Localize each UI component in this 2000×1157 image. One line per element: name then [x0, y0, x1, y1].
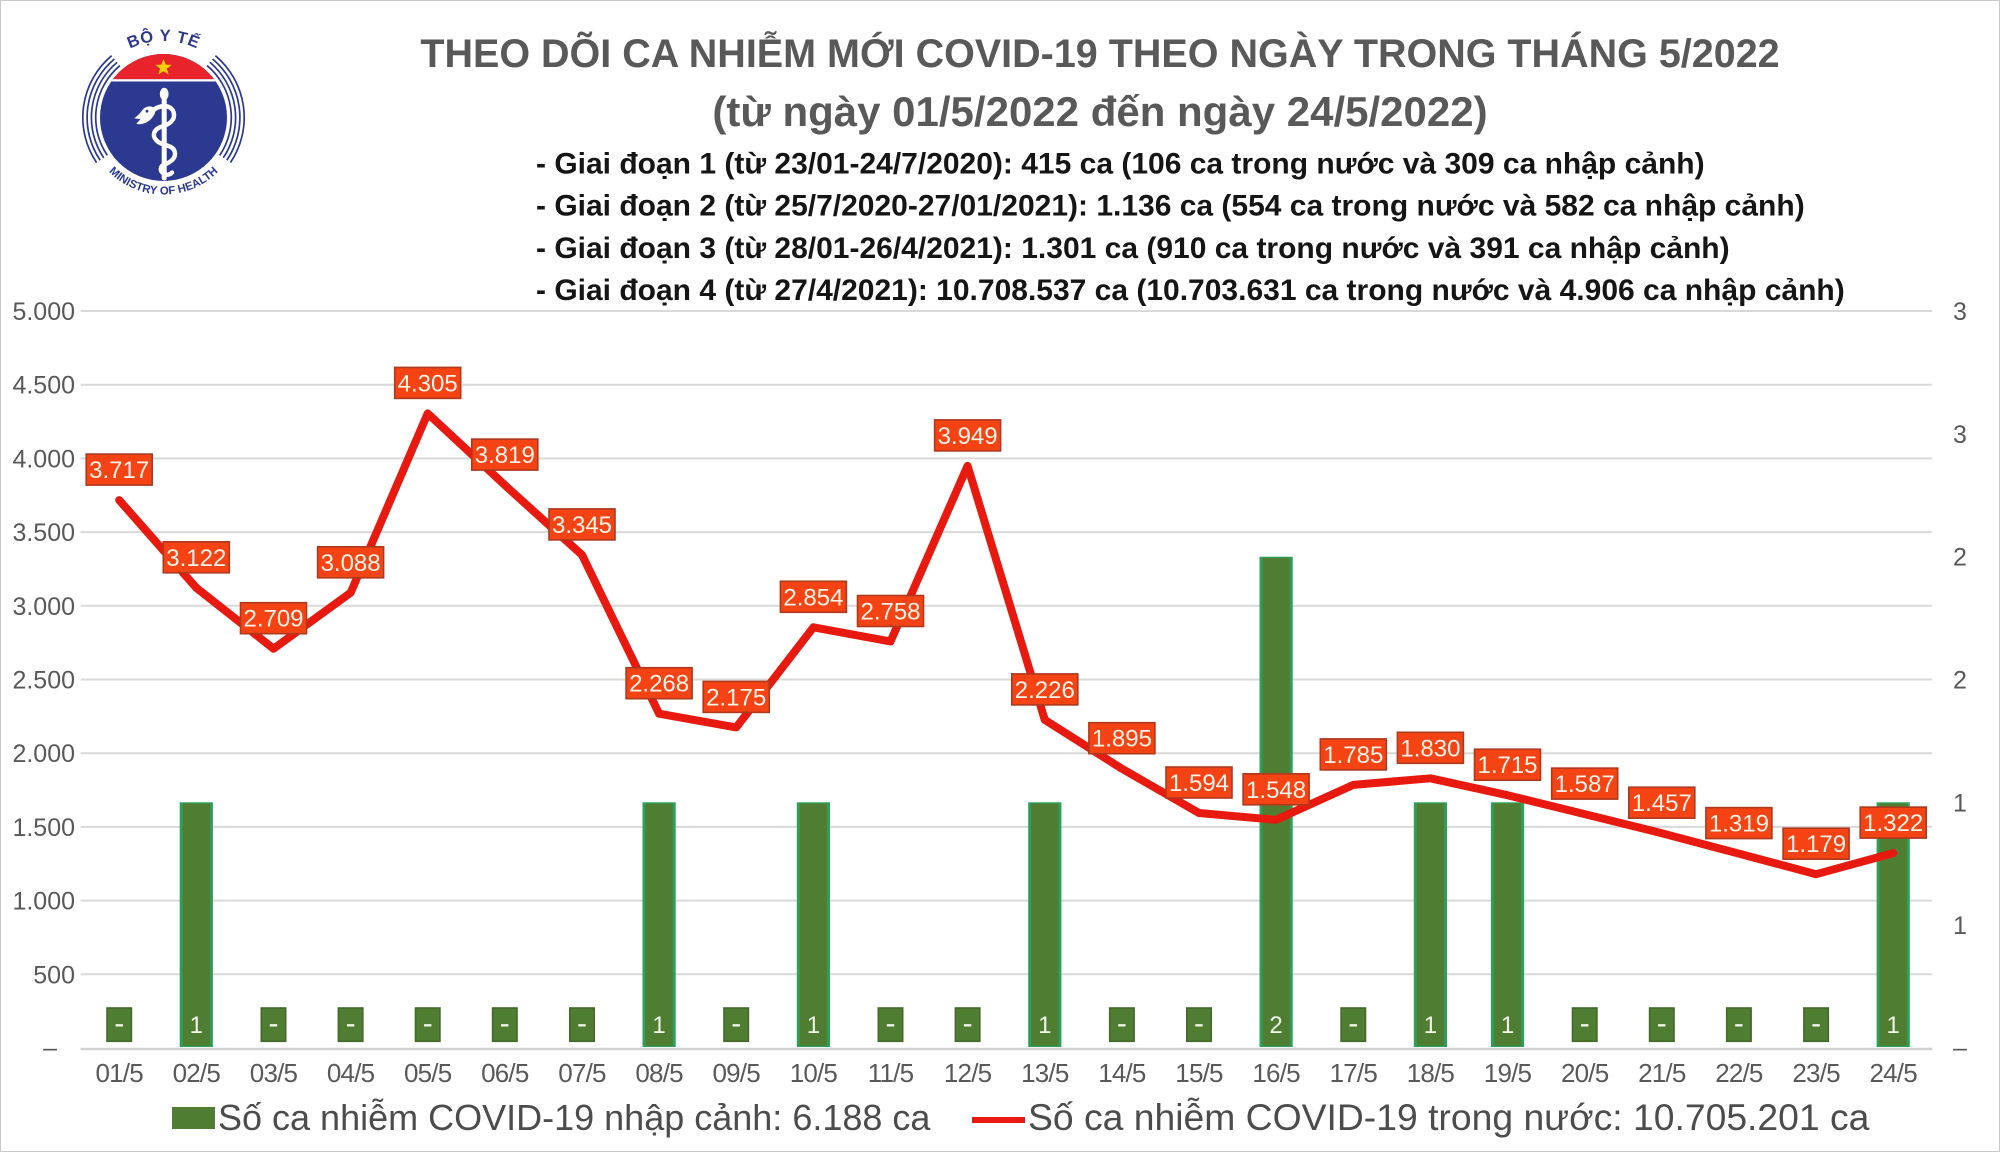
svg-text:-: -: [1811, 1007, 1821, 1040]
svg-text:2.500: 2.500: [12, 667, 75, 695]
svg-text:-: -: [500, 1007, 510, 1040]
svg-text:1.500: 1.500: [12, 814, 75, 842]
svg-text:-: -: [886, 1007, 896, 1040]
svg-text:–: –: [1953, 1034, 1967, 1062]
svg-text:3.500: 3.500: [12, 519, 75, 547]
svg-text:3.088: 3.088: [321, 550, 381, 577]
svg-text:22/5: 22/5: [1715, 1058, 1763, 1088]
svg-text:1.319: 1.319: [1709, 811, 1769, 838]
svg-text:3.717: 3.717: [89, 457, 149, 484]
svg-text:06/5: 06/5: [481, 1058, 529, 1088]
svg-text:1: 1: [1424, 1012, 1437, 1039]
svg-text:- Giai đoạn 1 (từ 23/01-24/7/2: - Giai đoạn 1 (từ 23/01-24/7/2020): 415 …: [536, 147, 1705, 180]
svg-text:1: 1: [807, 1012, 820, 1039]
svg-text:- Giai đoạn 4 (từ 27/4/2021):: - Giai đoạn 4 (từ 27/4/2021): 10.708.537…: [536, 274, 1845, 307]
svg-text:500: 500: [33, 961, 75, 989]
svg-text:09/5: 09/5: [712, 1058, 760, 1088]
svg-text:1: 1: [1038, 1012, 1051, 1039]
svg-text:3.000: 3.000: [12, 593, 75, 621]
svg-text:-: -: [114, 1007, 124, 1040]
svg-text:1: 1: [652, 1012, 665, 1039]
svg-text:-: -: [423, 1007, 433, 1040]
svg-text:21/5: 21/5: [1638, 1058, 1686, 1088]
svg-text:(từ ngày 01/5/2022 đến ngày 24: (từ ngày 01/5/2022 đến ngày 24/5/2022): [712, 88, 1487, 135]
svg-text:-: -: [577, 1007, 587, 1040]
svg-text:-: -: [1580, 1007, 1590, 1040]
svg-text:14/5: 14/5: [1098, 1058, 1146, 1088]
svg-text:01/5: 01/5: [95, 1058, 143, 1088]
svg-text:2: 2: [1269, 1012, 1282, 1039]
svg-text:2.268: 2.268: [629, 671, 689, 698]
svg-text:-: -: [1657, 1007, 1667, 1040]
svg-text:-: -: [1194, 1007, 1204, 1040]
svg-text:–: –: [43, 1034, 57, 1062]
svg-text:19/5: 19/5: [1484, 1058, 1532, 1088]
svg-text:1: 1: [1887, 1012, 1900, 1039]
svg-text:2: 2: [1953, 667, 1967, 695]
svg-text:1: 1: [190, 1012, 203, 1039]
svg-text:-: -: [963, 1007, 973, 1040]
svg-text:1: 1: [1953, 789, 1967, 817]
svg-text:16/5: 16/5: [1252, 1058, 1300, 1088]
svg-text:THEO DÕI CA NHIỄM MỚI COVID-19: THEO DÕI CA NHIỄM MỚI COVID-19 THEO NGÀY…: [420, 32, 1779, 76]
svg-text:1.785: 1.785: [1323, 742, 1383, 769]
svg-text:4.500: 4.500: [12, 372, 75, 400]
svg-text:1.179: 1.179: [1786, 831, 1846, 858]
svg-text:24/5: 24/5: [1869, 1058, 1917, 1088]
svg-text:1: 1: [1501, 1012, 1514, 1039]
svg-text:-: -: [1117, 1007, 1127, 1040]
svg-text:-: -: [731, 1007, 741, 1040]
svg-text:4.305: 4.305: [398, 370, 458, 397]
svg-text:-: -: [346, 1007, 356, 1040]
svg-text:07/5: 07/5: [558, 1058, 606, 1088]
svg-text:5.000: 5.000: [12, 298, 75, 326]
svg-text:04/5: 04/5: [327, 1058, 375, 1088]
svg-text:2.758: 2.758: [860, 599, 920, 626]
svg-text:1.830: 1.830: [1400, 735, 1460, 762]
svg-text:-: -: [1348, 1007, 1358, 1040]
svg-text:Số ca nhiễm COVID-19 trong nướ: Số ca nhiễm COVID-19 trong nước: 10.705.…: [1028, 1096, 1870, 1138]
svg-text:3.819: 3.819: [475, 442, 535, 469]
svg-text:Số ca nhiễm COVID-19 nhập cảnh: Số ca nhiễm COVID-19 nhập cảnh: 6.188 ca: [218, 1097, 931, 1138]
svg-text:1.715: 1.715: [1477, 752, 1537, 779]
svg-text:23/5: 23/5: [1792, 1058, 1840, 1088]
svg-text:1.000: 1.000: [12, 888, 75, 916]
svg-text:-: -: [1734, 1007, 1744, 1040]
svg-text:17/5: 17/5: [1330, 1058, 1378, 1088]
svg-text:3: 3: [1953, 421, 1967, 449]
svg-text:13/5: 13/5: [1021, 1058, 1069, 1088]
svg-text:3.345: 3.345: [552, 512, 612, 539]
svg-text:20/5: 20/5: [1561, 1058, 1609, 1088]
svg-text:3.949: 3.949: [938, 423, 998, 450]
svg-text:1.322: 1.322: [1863, 810, 1923, 837]
svg-text:-: -: [269, 1007, 279, 1040]
svg-text:1.457: 1.457: [1632, 790, 1692, 817]
svg-text:02/5: 02/5: [173, 1058, 221, 1088]
svg-text:- Giai đoạn 2 (từ 25/7/2020-27: - Giai đoạn 2 (từ 25/7/2020-27/01/2021):…: [536, 190, 1805, 223]
svg-text:10/5: 10/5: [790, 1058, 838, 1088]
svg-text:1: 1: [1953, 912, 1967, 940]
svg-text:18/5: 18/5: [1407, 1058, 1455, 1088]
svg-text:03/5: 03/5: [250, 1058, 298, 1088]
svg-text:1.587: 1.587: [1555, 771, 1615, 798]
svg-text:12/5: 12/5: [944, 1058, 992, 1088]
svg-text:2.709: 2.709: [243, 606, 303, 633]
svg-text:- Giai đoạn 3 (từ 28/01-26/4/2: - Giai đoạn 3 (từ 28/01-26/4/2021): 1.30…: [536, 232, 1730, 265]
svg-text:08/5: 08/5: [635, 1058, 683, 1088]
svg-text:1.895: 1.895: [1092, 726, 1152, 753]
svg-text:3: 3: [1953, 298, 1967, 326]
svg-text:2.000: 2.000: [12, 740, 75, 768]
svg-text:3.122: 3.122: [166, 545, 226, 572]
svg-text:1.548: 1.548: [1246, 777, 1306, 804]
svg-text:11/5: 11/5: [868, 1058, 914, 1088]
svg-text:1.594: 1.594: [1169, 770, 1229, 797]
svg-text:2: 2: [1953, 544, 1967, 572]
svg-text:05/5: 05/5: [404, 1058, 452, 1088]
svg-text:2.854: 2.854: [783, 584, 843, 611]
svg-text:2.175: 2.175: [706, 684, 766, 711]
svg-text:4.000: 4.000: [12, 445, 75, 473]
svg-text:2.226: 2.226: [1015, 677, 1075, 704]
svg-text:15/5: 15/5: [1175, 1058, 1223, 1088]
